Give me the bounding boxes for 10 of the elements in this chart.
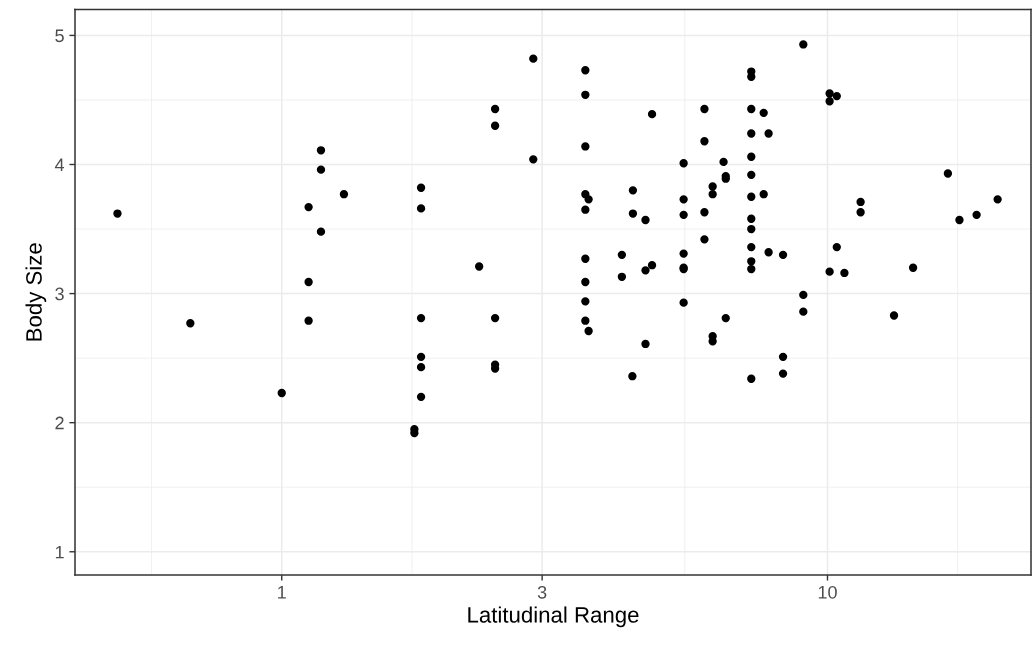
y-tick-label: 5: [55, 29, 64, 43]
y-axis-title: Body Size: [25, 243, 47, 341]
y-tick-label: 2: [55, 416, 64, 430]
y-tick-label: 4: [54, 158, 65, 172]
x-tick-label: 1: [278, 586, 286, 599]
x-tick-label: 10: [818, 585, 837, 599]
y-tick-label: 3: [55, 287, 64, 301]
y-tick-label: 1: [55, 545, 64, 559]
x-tick-label: 3: [537, 585, 547, 599]
x-axis-title: Latitudinal Range: [468, 606, 639, 628]
